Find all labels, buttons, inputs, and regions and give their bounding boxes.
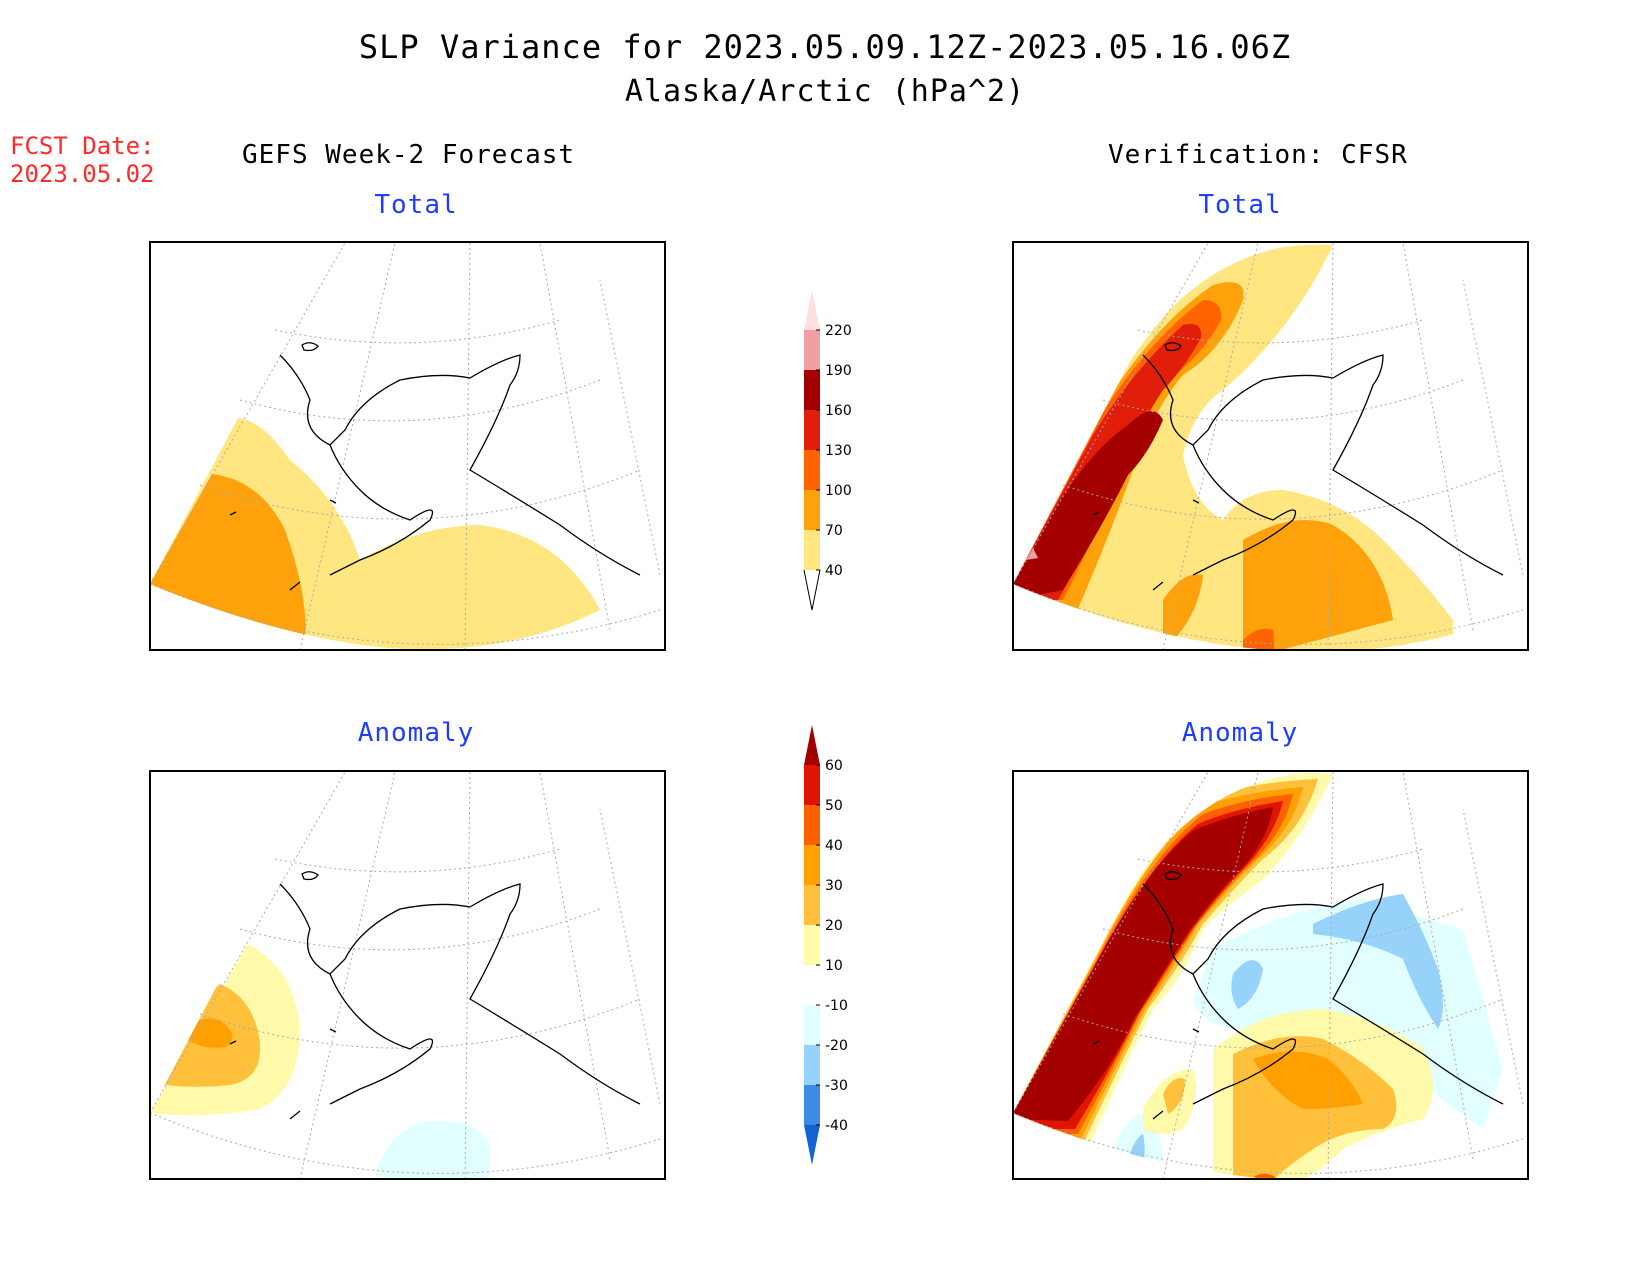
- contour-neg20: [1231, 960, 1263, 1009]
- contour-70: [1163, 574, 1203, 650]
- colorbar-label: 190: [825, 363, 852, 379]
- colorbar-label: 30: [825, 878, 843, 894]
- colorbar-swatch: [804, 330, 820, 370]
- colorbar-label: 160: [825, 403, 852, 419]
- colorbar-swatch: [804, 490, 820, 530]
- panel-subtitle-verification-anomaly: Anomaly: [1181, 718, 1299, 748]
- colorbar-extension-high: [804, 290, 820, 330]
- colorbar-swatch: [804, 925, 820, 965]
- colorbar-swatch: [804, 1045, 820, 1085]
- map-panel-verification-anomaly: [1012, 770, 1529, 1180]
- contour-70: [1243, 520, 1393, 650]
- colorbar-label: 100: [825, 483, 852, 499]
- colorbar-swatch: [804, 885, 820, 925]
- colorbar-swatch: [804, 450, 820, 490]
- contour-160: [1013, 411, 1163, 600]
- forecast-date-label: FCST Date:: [10, 132, 155, 160]
- colorbar-swatch: [804, 965, 820, 1005]
- column-title-forecast: GEFS Week-2 Forecast: [242, 140, 576, 170]
- colorbar-label: -40: [825, 1118, 848, 1134]
- colorbar-swatch: [804, 370, 820, 410]
- colorbar-swatch: [804, 845, 820, 885]
- map-frame: [150, 771, 665, 1179]
- column-title-verification: Verification: CFSR: [1108, 140, 1408, 170]
- colorbar-swatch: [804, 1005, 820, 1045]
- colorbar-extension-high: [804, 725, 820, 765]
- chart-subtitle: Alaska/Arctic (hPa^2): [624, 74, 1026, 109]
- colorbar-label: -30: [825, 1078, 848, 1094]
- colorbar-extension-low: [804, 1125, 820, 1165]
- colorbar-label: 50: [825, 798, 843, 814]
- chart-title: SLP Variance for 2023.05.09.12Z-2023.05.…: [358, 28, 1292, 66]
- forecast-date-value: 2023.05.02: [10, 160, 155, 188]
- colorbar-label: -10: [825, 998, 848, 1014]
- colorbar-anomaly: -40 -30 -20 -10 10 20 30 40 50 60: [804, 725, 848, 1165]
- colorbar-swatch: [804, 1085, 820, 1125]
- map-panel-forecast-anomaly: [149, 770, 666, 1180]
- colorbar-label: 220: [825, 323, 852, 339]
- colorbar-swatch: [804, 765, 820, 805]
- panel-subtitle-verification-total: Total: [1198, 190, 1282, 220]
- colorbar-label: 70: [825, 523, 843, 539]
- contour-130: [1243, 628, 1275, 650]
- contour-30: [1253, 1051, 1363, 1109]
- colorbar-swatch: [804, 805, 820, 845]
- colorbar-total: 40 70 100 130 160 190 220: [803, 290, 852, 611]
- colorbar-label: 40: [825, 838, 843, 854]
- colorbar-label: -20: [825, 1038, 848, 1054]
- colorbar-label: 20: [825, 918, 843, 934]
- map-panel-verification-total: [1012, 241, 1529, 651]
- contour-20: [1163, 1078, 1185, 1114]
- colorbar-label: 130: [825, 443, 852, 459]
- map-panel-forecast-total: [149, 241, 666, 651]
- colorbar-swatch: [804, 530, 820, 570]
- colorbar-label: 10: [825, 958, 843, 974]
- colorbar-label: 60: [825, 758, 843, 774]
- colorbar-label: 40: [825, 563, 843, 579]
- contour-40: [1251, 1173, 1275, 1179]
- contour-neg20: [1313, 894, 1443, 1029]
- colorbar-swatch: [804, 410, 820, 450]
- contour-60: [1013, 807, 1273, 1121]
- panel-subtitle-forecast-total: Total: [374, 190, 458, 220]
- colorbar-extension-low: [803, 569, 821, 611]
- panel-subtitle-forecast-anomaly: Anomaly: [357, 718, 475, 748]
